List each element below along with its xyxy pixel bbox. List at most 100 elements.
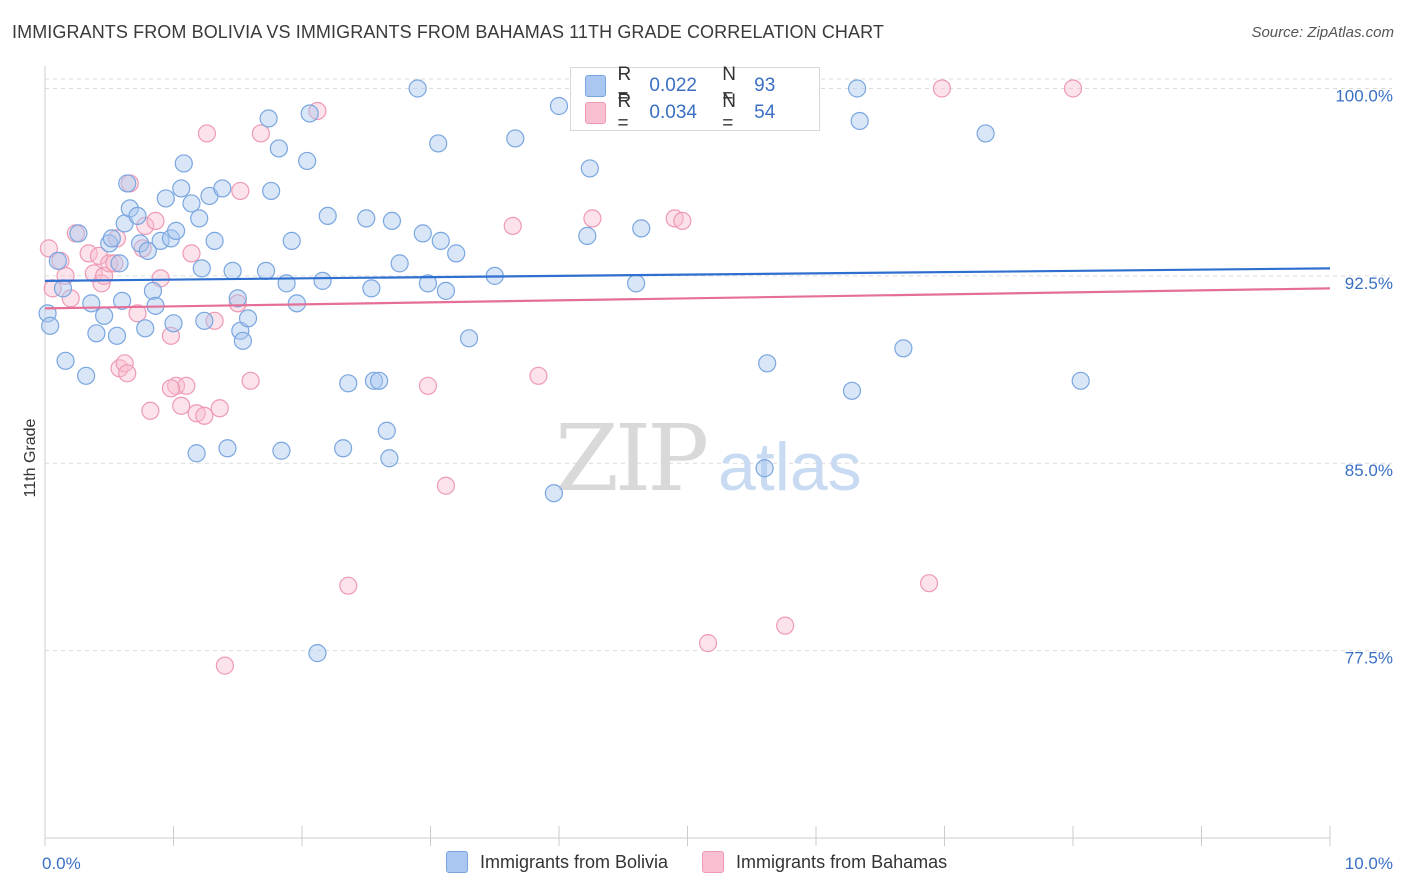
bolivia-point (544, 484, 563, 503)
bolivia-point (850, 111, 869, 131)
bolivia-point (107, 326, 127, 345)
bahamas-point (100, 254, 119, 273)
bolivia-point (632, 219, 651, 238)
bahamas-point (529, 366, 548, 385)
bolivia-point (429, 134, 448, 153)
x-tick-label: 10.0% (1345, 854, 1393, 873)
bahamas-point (161, 379, 181, 398)
r-label: R = (617, 64, 632, 107)
bahamas-point (197, 124, 217, 143)
y-tick-label: 85.0% (1345, 461, 1393, 480)
bolivia-point (842, 381, 862, 400)
bahamas-point (89, 246, 109, 265)
x-tick-label: 0.0% (42, 854, 81, 873)
bolivia-point (357, 209, 376, 228)
bahamas-point (177, 376, 196, 395)
bolivia-trend-line (44, 267, 1331, 282)
bolivia-point (755, 459, 774, 478)
y-tick-label: 92.5% (1345, 274, 1393, 293)
bolivia-swatch (585, 75, 606, 97)
gridlines (45, 78, 1392, 652)
bolivia-point (192, 259, 211, 278)
bolivia-point (69, 224, 88, 243)
y-tick-label: 100.0% (1335, 86, 1393, 105)
bahamas-point (182, 244, 201, 263)
bolivia-point (282, 231, 301, 250)
bolivia-point (190, 209, 209, 228)
r-label: R = (617, 91, 632, 134)
bahamas-point (241, 371, 260, 390)
bahamas-point (228, 294, 247, 313)
bolivia-point (195, 311, 214, 330)
bolivia-point (41, 316, 60, 335)
bahamas-point (418, 376, 438, 395)
bolivia-point (156, 189, 175, 208)
bahamas-point (133, 239, 152, 258)
bolivia-point (339, 374, 358, 393)
bolivia-point (187, 444, 206, 463)
bolivia-point (578, 226, 597, 245)
bolivia-point (758, 354, 777, 373)
bolivia-point (262, 181, 281, 201)
bolivia-point (506, 129, 525, 148)
bahamas-point (146, 211, 165, 231)
bolivia-point (48, 251, 67, 270)
n-value: 54 (754, 102, 776, 123)
bahamas-point (251, 124, 270, 143)
legend-label-bolivia: Immigrants from Bolivia (480, 851, 669, 872)
bahamas-swatch (585, 102, 606, 124)
bahamas-trend-line (44, 287, 1331, 310)
bolivia-point (259, 109, 278, 128)
bolivia-point (380, 449, 399, 468)
source-label: Source: ZipAtlas.com (1251, 24, 1394, 41)
bahamas-point (118, 364, 137, 383)
bahamas-point (932, 79, 952, 98)
bahamas-point (583, 209, 602, 228)
bahamas-point (205, 311, 224, 330)
bolivia-point (334, 439, 353, 458)
watermark-zip: ZIP (555, 405, 706, 512)
bolivia-point (77, 366, 96, 385)
bolivia-point (431, 231, 450, 250)
bolivia-point (308, 644, 327, 663)
bahamas-point (919, 574, 939, 593)
series-legend: Immigrants from Bolivia Immigrants from … (446, 851, 981, 873)
bolivia-point (894, 339, 913, 358)
bolivia-point (318, 206, 337, 226)
r-value: 0.034 (649, 102, 697, 123)
watermark: ZIP atlas (555, 405, 862, 512)
bolivia-point (87, 324, 106, 343)
bolivia-point (580, 159, 599, 178)
chart-title: IMMIGRANTS FROM BOLIVIA VS IMMIGRANTS FR… (12, 22, 884, 42)
bolivia-point (364, 371, 384, 390)
bahamas-point (673, 211, 692, 231)
bahamas-point (105, 254, 124, 273)
legend-item-bolivia[interactable]: Immigrants from Bolivia (446, 851, 668, 873)
bahamas-point (195, 406, 214, 425)
bahamas-point (166, 376, 186, 395)
bahamas-point (215, 656, 234, 675)
bolivia-point (228, 289, 247, 308)
series-bolivia-points (38, 79, 1090, 663)
bolivia-point (172, 179, 191, 198)
bolivia-point (626, 274, 646, 293)
trend-lines (44, 267, 1331, 310)
bolivia-point (166, 221, 186, 240)
bolivia-point (102, 229, 121, 248)
bolivia-point (390, 254, 409, 273)
correlation-legend: R = 0.022 N = 93 R = 0.034 N = 54 (570, 64, 820, 134)
bolivia-point (82, 294, 101, 313)
bolivia-point (370, 371, 389, 390)
bolivia-point (272, 441, 291, 460)
bolivia-point (223, 261, 242, 280)
bahamas-point (39, 239, 58, 258)
legend-item-bahamas[interactable]: Immigrants from Bahamas (702, 851, 947, 873)
y-axis-label: 11th Grade (22, 418, 39, 497)
bahamas-point (1063, 79, 1083, 98)
watermark-atlas: atlas (718, 429, 862, 505)
legend-row-bolivia: R = 0.022 N = 93 (585, 64, 819, 107)
bolivia-point (138, 241, 157, 260)
bolivia-point (362, 279, 381, 298)
bahamas-point (776, 616, 795, 635)
bahamas-point (698, 634, 718, 653)
